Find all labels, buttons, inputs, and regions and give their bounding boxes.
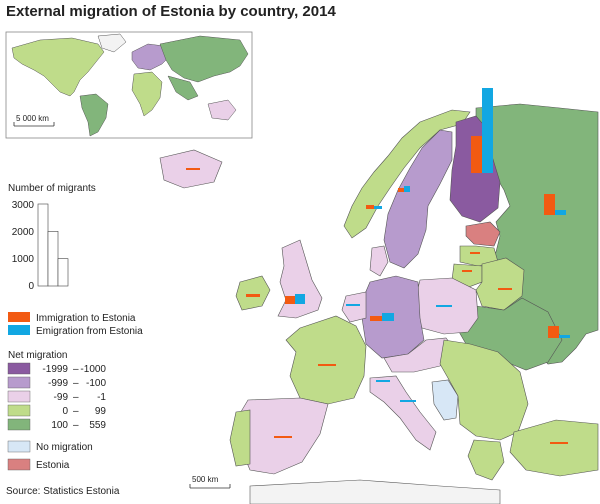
region-denmark <box>369 245 389 277</box>
legend-class-5-from: 100 <box>51 420 68 431</box>
migrants-scale-bar-3000 <box>37 203 49 287</box>
bar-uk-immigration <box>285 296 295 304</box>
main-map: 500 km <box>159 88 599 504</box>
legend-class-5-to: 559 <box>89 420 106 431</box>
legend-class-3-to: -1 <box>97 392 106 403</box>
region-italy <box>369 375 437 451</box>
inset-greenland <box>97 33 127 53</box>
legend-swatch-class-2 <box>7 376 31 389</box>
inset-south-america <box>79 93 109 137</box>
bar-iceland <box>186 168 200 170</box>
migrants-scale-legend: Number of migrants 3000 2000 1000 0 <box>8 183 96 292</box>
legend-label-immigration: Immigration to Estonia <box>36 313 136 324</box>
legend-class-1-from: -1999 <box>42 364 68 375</box>
bar-russia-immigration <box>544 194 555 215</box>
bar-turkey <box>550 442 568 444</box>
net-migration-legend: Net migration -1999 – -1000 -999 – -100 … <box>7 350 107 471</box>
region-turkey <box>509 419 599 477</box>
legend-class-2-dash: – <box>73 378 79 389</box>
bar-norway-imm <box>366 205 374 209</box>
legend-class-4-from: 0 <box>62 406 68 417</box>
region-benelux <box>341 291 367 323</box>
region-france <box>285 315 367 405</box>
bar-ireland <box>246 294 260 297</box>
inset-russia-asia <box>159 35 249 83</box>
legend-swatch-estonia <box>7 458 31 471</box>
legend-swatch-class-1 <box>7 362 31 375</box>
legend-label-estonia: Estonia <box>36 460 70 471</box>
legend-class-4-to: 99 <box>95 406 107 417</box>
region-balkans-no-migration <box>431 379 459 421</box>
legend-swatch-class-3 <box>7 390 31 403</box>
bar-latvia <box>470 252 480 254</box>
migrants-scale-bars <box>37 203 69 287</box>
region-sweden <box>383 129 453 269</box>
legend-swatch-class-4 <box>7 404 31 417</box>
region-southeast-europe <box>439 339 529 441</box>
bar-poland <box>436 305 452 307</box>
legend-class-5-dash: – <box>73 420 79 431</box>
bar-sweden-imm <box>398 188 404 192</box>
tick-0: 0 <box>28 281 34 292</box>
bar-ukraine-emigration <box>559 335 570 338</box>
inset-europe <box>131 43 171 71</box>
region-uk <box>277 239 323 319</box>
bar-ukraine-immigration <box>548 326 559 338</box>
migrants-scale-bar-1000 <box>57 258 69 287</box>
legend-class-4-dash: – <box>73 406 79 417</box>
bar-norway-emi <box>374 206 382 209</box>
region-portugal <box>229 409 251 467</box>
legend-swatch-immigration <box>8 312 30 322</box>
bar-germany-emi <box>382 313 394 321</box>
legend-class-2-to: -100 <box>86 378 106 389</box>
legend-class-1-dash: – <box>73 364 79 375</box>
bar-benelux <box>346 304 360 306</box>
legend-swatch-no-migration <box>7 440 31 453</box>
main-scale-label: 500 km <box>192 475 219 484</box>
country-bar-markers <box>186 168 568 444</box>
map-title: External migration of Estonia by country… <box>6 3 336 20</box>
region-north-africa <box>249 479 501 504</box>
tick-3000: 3000 <box>12 200 35 211</box>
region-greece <box>467 439 505 481</box>
bar-italy <box>400 400 416 402</box>
bar-legend: Immigration to Estonia Emigration from E… <box>8 312 143 337</box>
bar-france <box>318 364 336 366</box>
migrants-scale-bar-2000 <box>47 231 59 287</box>
bar-lithuania <box>462 270 472 272</box>
legend-class-2-from: -999 <box>48 378 68 389</box>
tick-2000: 2000 <box>12 227 35 238</box>
bar-spain <box>274 436 292 438</box>
tick-1000: 1000 <box>12 254 35 265</box>
inset-australia <box>207 99 237 121</box>
legend-class-3-dash: – <box>73 392 79 403</box>
bar-finland-immigration <box>471 136 482 173</box>
bar-uk-emigration <box>295 294 305 304</box>
legend-label-no-migration: No migration <box>36 442 93 453</box>
legend-swatch-class-5 <box>7 418 31 431</box>
bar-germany-imm <box>370 316 382 321</box>
legend-label-emigration: Emigration from Estonia <box>36 326 143 337</box>
bar-austria <box>376 380 390 382</box>
bar-belarus <box>498 288 512 290</box>
inset-africa <box>131 71 163 117</box>
inset-scale-label: 5 000 km <box>16 114 49 123</box>
inset-world-map: 5 000 km <box>5 31 253 139</box>
region-ireland <box>235 275 271 311</box>
region-estonia <box>465 221 501 247</box>
migrants-scale-title: Number of migrants <box>8 183 96 194</box>
bar-sweden-emi <box>404 186 410 192</box>
inset-south-asia <box>167 75 199 101</box>
bar-russia-emigration <box>555 210 566 215</box>
legend-swatch-emigration <box>8 325 30 335</box>
bar-finland-emigration <box>482 88 493 173</box>
inset-north-america <box>11 37 105 97</box>
source-note: Source: Statistics Estonia <box>6 486 120 497</box>
legend-class-3-from: -99 <box>54 392 69 403</box>
legend-class-1-to: -1000 <box>80 364 106 375</box>
net-migration-title: Net migration <box>8 350 67 361</box>
